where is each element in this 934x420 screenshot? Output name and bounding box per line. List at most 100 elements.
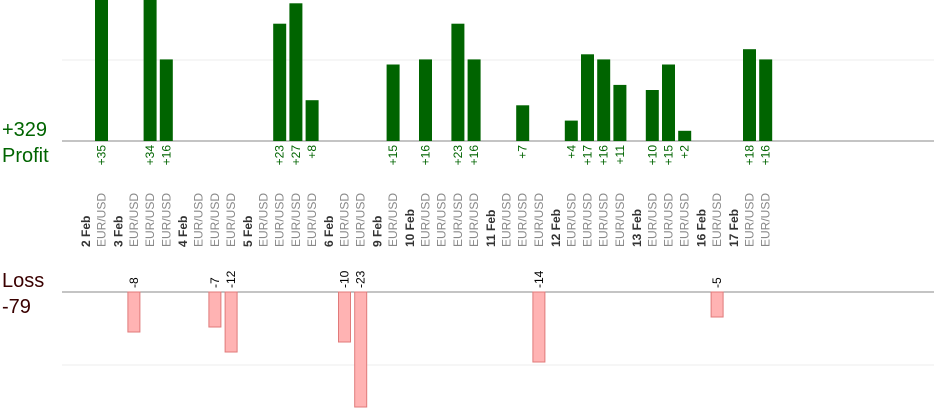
- loss-total: -79: [2, 296, 31, 318]
- pair-label: EUR/USD: [208, 193, 222, 247]
- profit-value-label: +16: [597, 145, 611, 166]
- pair-label: EUR/USD: [273, 193, 287, 247]
- profit-bar: [645, 90, 659, 141]
- profit-value-label: +16: [419, 145, 433, 166]
- loss-value-label: -8: [127, 277, 141, 288]
- date-label: 9 Feb: [371, 216, 385, 247]
- pair-label: EUR/USD: [451, 193, 465, 247]
- profit-value-label: +4: [564, 145, 578, 159]
- profit-bar: [273, 23, 287, 142]
- date-label: 17 Feb: [727, 209, 741, 247]
- pair-label: EUR/USD: [354, 193, 368, 247]
- profit-bar: [516, 105, 530, 141]
- profit-value-label: +18: [743, 145, 757, 166]
- profit-value-label: +27: [289, 145, 303, 166]
- profit-label: Profit: [2, 145, 49, 167]
- profit-bar: [759, 59, 773, 141]
- pair-label: EUR/USD: [532, 193, 546, 247]
- profit-bar: [662, 64, 675, 141]
- profit-bar: [678, 130, 692, 141]
- pair-label: EUR/USD: [435, 193, 449, 247]
- profit-bar: [467, 59, 481, 141]
- profit-value-label: +15: [386, 145, 400, 166]
- profit-bar: [597, 59, 611, 141]
- loss-value-label: -10: [338, 270, 352, 288]
- profit-bar: [613, 84, 627, 141]
- profit-value-label: +23: [273, 145, 287, 166]
- pair-label: EUR/USD: [613, 193, 627, 247]
- profit-value-label: +34: [143, 145, 157, 166]
- date-label: 10 Feb: [403, 209, 417, 247]
- pair-label: EUR/USD: [759, 193, 773, 247]
- pair-label: EUR/USD: [516, 193, 530, 247]
- loss-bar: [224, 291, 238, 353]
- pair-label: EUR/USD: [224, 193, 238, 247]
- pair-label: EUR/USD: [645, 193, 659, 247]
- date-label: 16 Feb: [695, 209, 709, 247]
- pair-label: EUR/USD: [192, 193, 206, 247]
- pair-label: EUR/USD: [143, 193, 157, 247]
- loss-label: Loss: [2, 270, 45, 292]
- profit-bar: [564, 120, 578, 141]
- pair-label: EUR/USD: [95, 193, 109, 247]
- loss-bar: [710, 291, 724, 318]
- profit-total: +329: [2, 119, 48, 141]
- date-label: 11 Feb: [484, 210, 498, 247]
- profit-value-label: +35: [95, 145, 109, 166]
- pair-label: EUR/USD: [257, 193, 271, 247]
- profit-value-label: +2: [678, 145, 692, 159]
- pair-label: EUR/USD: [564, 193, 578, 247]
- pair-label: EUR/USD: [338, 193, 352, 247]
- profit-value-label: +11: [613, 145, 627, 165]
- profit-value-label: +7: [516, 145, 530, 159]
- profit-bar: [305, 100, 319, 141]
- loss-value-label: -12: [224, 270, 238, 288]
- loss-bar: [338, 291, 351, 343]
- profit-value-label: +17: [581, 145, 595, 166]
- profit-value-label: +16: [159, 145, 173, 166]
- loss-value-label: -23: [354, 270, 368, 288]
- profit-value-label: +23: [451, 145, 465, 166]
- profit-bar: [451, 23, 465, 142]
- loss-value-label: -7: [208, 277, 222, 288]
- date-label: 4 Feb: [176, 216, 190, 247]
- pair-label: EUR/USD: [500, 193, 514, 247]
- profit-bar: [289, 3, 303, 141]
- date-label: 6 Feb: [322, 216, 336, 247]
- loss-bar: [532, 291, 546, 363]
- pair-label: EUR/USD: [597, 193, 611, 247]
- pair-label: EUR/USD: [581, 193, 595, 247]
- profit-value-label: +16: [467, 145, 481, 166]
- date-label: 3 Feb: [111, 216, 125, 247]
- profit-bar: [581, 54, 594, 141]
- profit-bar: [143, 0, 157, 141]
- loss-bar: [354, 291, 368, 408]
- loss-value-label: -5: [710, 277, 724, 288]
- pair-label: EUR/USD: [678, 193, 692, 247]
- pair-label: EUR/USD: [710, 193, 724, 247]
- profit-value-label: +10: [645, 145, 659, 166]
- profit-value-label: +8: [305, 145, 319, 159]
- date-label: 13 Feb: [630, 209, 644, 247]
- profit-bar: [743, 49, 756, 142]
- pair-label: EUR/USD: [159, 193, 173, 247]
- pair-label: EUR/USD: [386, 193, 400, 247]
- pair-label: EUR/USD: [743, 193, 757, 247]
- loss-bar: [127, 291, 141, 333]
- loss-bar: [208, 291, 222, 328]
- profit-bar: [159, 59, 173, 141]
- profit-bar: [419, 59, 432, 141]
- profit-value-label: +16: [759, 145, 773, 166]
- pair-label: EUR/USD: [127, 193, 141, 247]
- pair-label: EUR/USD: [467, 193, 481, 247]
- date-label: 2 Feb: [79, 216, 93, 247]
- profit-bar: [95, 0, 108, 141]
- loss-value-label: -14: [532, 270, 546, 288]
- pair-label: EUR/USD: [662, 193, 676, 247]
- pair-label: EUR/USD: [419, 193, 433, 247]
- pair-label: EUR/USD: [289, 193, 303, 247]
- pair-label: EUR/USD: [305, 193, 319, 247]
- date-label: 5 Feb: [241, 216, 255, 247]
